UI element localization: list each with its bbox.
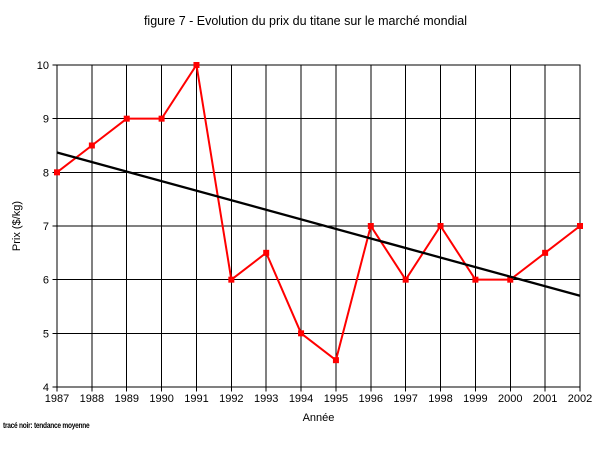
price-marker xyxy=(88,142,95,149)
price-marker xyxy=(123,115,130,122)
price-marker xyxy=(158,115,165,122)
price-marker xyxy=(263,249,270,256)
y-tick-label: 9 xyxy=(43,114,49,126)
price-marker xyxy=(332,357,339,364)
price-marker xyxy=(193,62,200,68)
y-tick-label: 6 xyxy=(43,275,49,287)
price-marker xyxy=(402,276,409,283)
price-line xyxy=(56,62,581,362)
y-tick-label: 4 xyxy=(43,382,49,394)
y-axis-title: Prix ($/kg) xyxy=(11,200,23,252)
price-marker xyxy=(54,169,60,176)
price-marker xyxy=(298,330,305,337)
x-axis-title: Année xyxy=(302,412,335,424)
price-marker xyxy=(472,276,479,283)
x-tick-label: 2000 xyxy=(498,393,522,405)
x-tick-label: 1992 xyxy=(219,393,243,405)
price-marker xyxy=(437,223,444,229)
x-tick-label: 1995 xyxy=(324,393,348,405)
y-tick-label: 10 xyxy=(37,60,49,72)
price-marker xyxy=(228,276,235,283)
x-tick-label: 2001 xyxy=(533,393,557,405)
y-tick-label: 7 xyxy=(43,221,49,233)
x-tick-label: 1989 xyxy=(114,393,138,405)
y-tick-label: 8 xyxy=(43,167,49,179)
x-tick-label: 1994 xyxy=(289,393,313,405)
x-tick-label: 1987 xyxy=(45,393,69,405)
x-tick-label: 1988 xyxy=(80,393,104,405)
trend-legend-note: tracé noir: tendance moyenne xyxy=(3,421,90,430)
y-tick-label: 5 xyxy=(43,328,49,340)
price-marker xyxy=(542,249,549,256)
x-tick-label: 1997 xyxy=(393,393,417,405)
x-tick-label: 1998 xyxy=(428,393,452,405)
x-tick-label: 1990 xyxy=(149,393,173,405)
x-tick-label: 1999 xyxy=(463,393,487,405)
price-marker xyxy=(367,223,374,229)
chart-title: figure 7 - Evolution du prix du titane s… xyxy=(143,14,468,28)
x-tick-label: 1993 xyxy=(254,393,278,405)
price-marker xyxy=(577,223,583,229)
trend-line xyxy=(56,151,581,297)
x-tick-label: 2002 xyxy=(568,393,592,405)
x-tick-label: 1996 xyxy=(359,393,383,405)
price-marker xyxy=(507,276,514,283)
x-tick-label: 1991 xyxy=(184,393,208,405)
